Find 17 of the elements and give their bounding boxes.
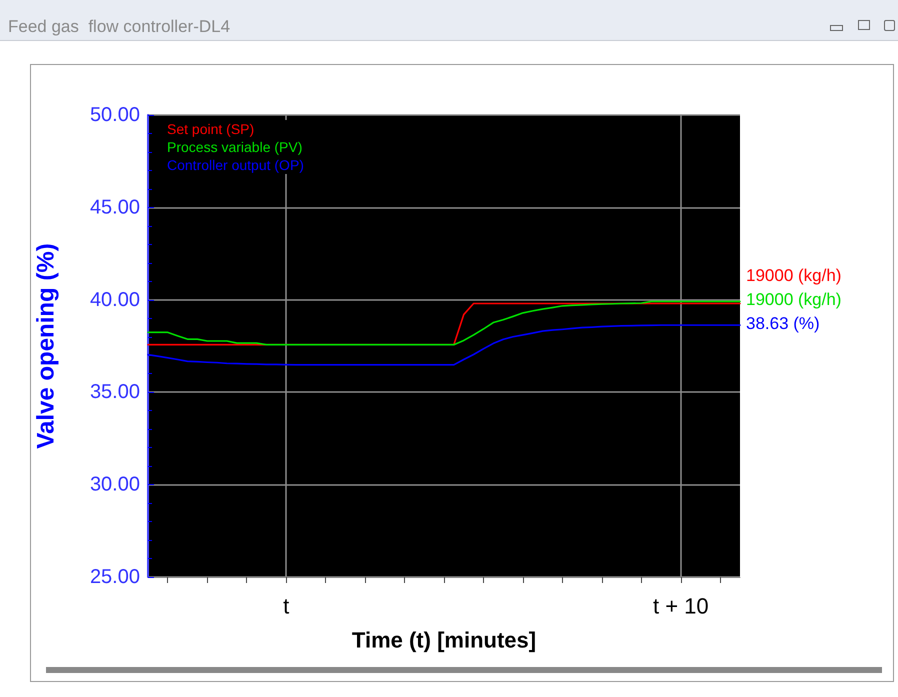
y-axis-title: Valve opening (%) xyxy=(32,243,60,449)
x-tick-label: t xyxy=(283,594,290,618)
text: Controller output (OP) xyxy=(167,157,304,173)
chart-title: Feed gas flow controller-DL4 xyxy=(8,17,230,37)
y-tick-label: 45.00 xyxy=(90,196,140,218)
text: 19000 (kg/h) xyxy=(746,290,842,310)
y-tick-label: 50.00 xyxy=(90,104,140,126)
y-tick-label: 40.00 xyxy=(90,288,140,311)
text: Set point (SP) xyxy=(167,121,254,137)
x-axis-title: Time (t) [minutes] xyxy=(352,628,536,652)
text: 19000 (kg/h) xyxy=(746,266,842,286)
text: Process variable (PV) xyxy=(167,139,302,155)
text: 38.63 (%) xyxy=(746,314,820,334)
y-tick-label: 35.00 xyxy=(90,381,140,404)
y-tick-label: 30.00 xyxy=(90,474,140,496)
x-tick-label: t + 10 xyxy=(652,594,709,618)
y-tick-label: 25.00 xyxy=(90,566,140,588)
